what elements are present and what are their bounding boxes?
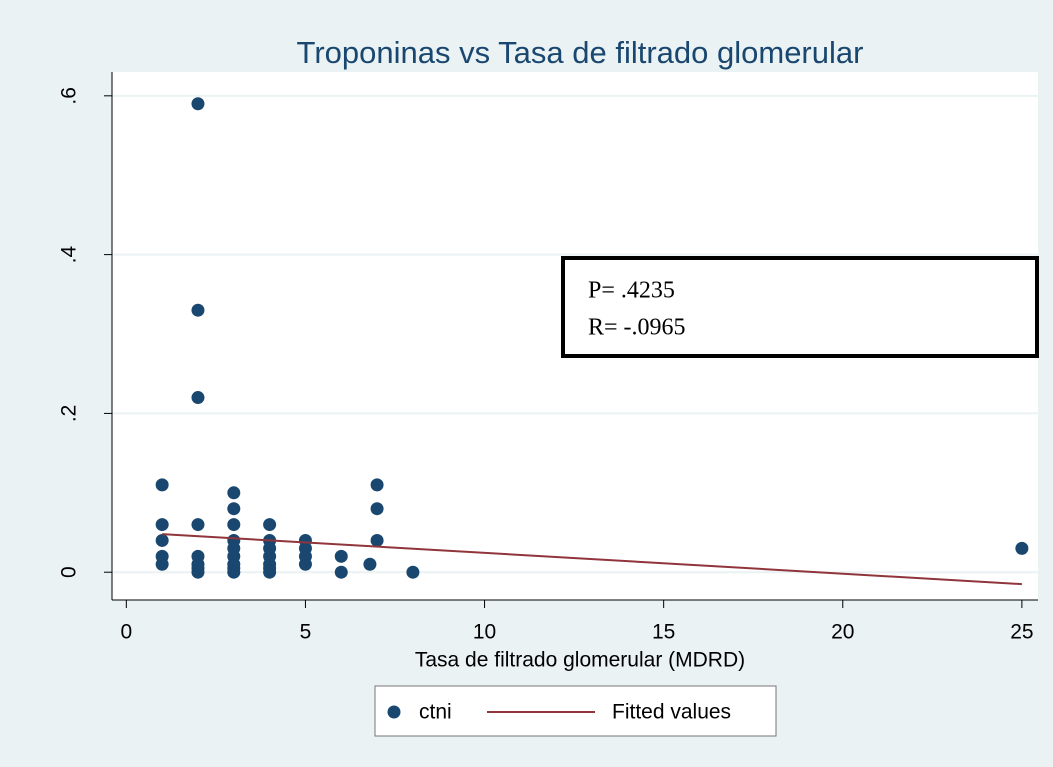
- point: [370, 502, 384, 516]
- fit-line: [162, 533, 1022, 586]
- y-tick-label: 0: [58, 566, 81, 578]
- point: [191, 97, 205, 111]
- annotation: P= .4235: [588, 278, 675, 304]
- point: [227, 502, 241, 516]
- point: [155, 557, 169, 571]
- legend-label: Fitted values: [612, 701, 731, 724]
- point: [370, 533, 384, 547]
- point: [191, 518, 205, 532]
- point: [155, 533, 169, 547]
- point: [263, 518, 277, 532]
- annotation-box: [561, 256, 1039, 358]
- point: [155, 478, 169, 492]
- x-tick-label: 0: [120, 621, 132, 644]
- point: [406, 565, 420, 579]
- y-tick-label: .6: [58, 87, 81, 105]
- point: [155, 518, 169, 532]
- point: [334, 549, 348, 563]
- point: [227, 486, 241, 500]
- point: [334, 565, 348, 579]
- annotation: R= -.0965: [588, 315, 686, 341]
- point: [370, 478, 384, 492]
- x-tick-label: 10: [473, 621, 496, 644]
- chart-title: Troponinas vs Tasa de filtrado glomerula…: [297, 35, 864, 70]
- x-tick-label: 5: [300, 621, 312, 644]
- point: [191, 391, 205, 405]
- x-tick-label: 25: [1010, 621, 1033, 644]
- point: [191, 303, 205, 317]
- point: [1015, 541, 1029, 555]
- legend-marker: [387, 705, 401, 719]
- point: [263, 565, 277, 579]
- point: [298, 557, 312, 571]
- point: [227, 565, 241, 579]
- x-tick-label: 20: [831, 621, 854, 644]
- y-tick-label: .4: [58, 246, 81, 264]
- point: [191, 565, 205, 579]
- x-axis-title: Tasa de filtrado glomerular (MDRD): [415, 649, 745, 672]
- y-tick-label: .2: [58, 405, 81, 423]
- x-tick-label: 15: [652, 621, 675, 644]
- point: [227, 518, 241, 532]
- point: [363, 557, 377, 571]
- legend-label: ctni: [419, 701, 452, 724]
